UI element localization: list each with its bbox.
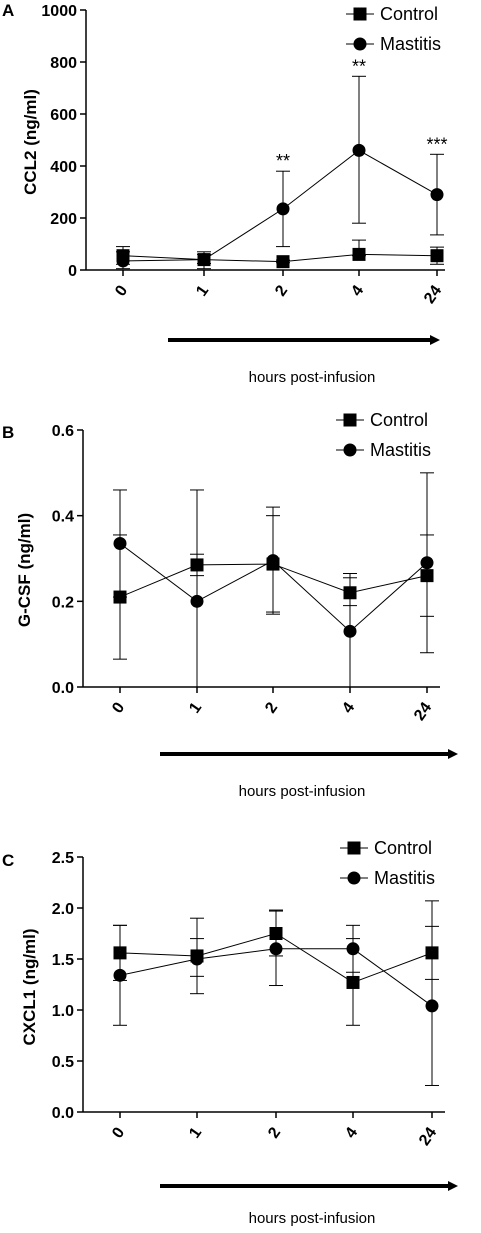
panel-a-x-tick-label: 4 <box>348 282 367 299</box>
panel-c-mastitis-point <box>346 942 360 956</box>
panel-a-x-tick-label: 0 <box>112 282 131 299</box>
panel-b-mastitis-point <box>113 537 127 551</box>
panel-c-control-legend-marker <box>347 841 361 855</box>
panel-a-x-axis-label: hours post-infusion <box>249 369 376 386</box>
panel-a-y-tick-label: 400 <box>50 159 77 176</box>
panel-a-y-tick-label: 200 <box>50 211 77 228</box>
panel-b-x-tick-label: 0 <box>109 699 128 716</box>
panel-c-y-axis-label: CXCL1 (ng/ml) <box>20 928 39 1045</box>
panel-a-control-legend-marker <box>353 7 367 21</box>
panel-c-x-tick-label: 4 <box>342 1124 361 1141</box>
panel-c-y-tick-label: 2.0 <box>52 901 74 918</box>
panel-c: C 0.00.51.01.52.02.50 1 2 4 24ControlMastiti… <box>2 838 458 1227</box>
panel-c-control-legend-label: Control <box>374 838 432 858</box>
panel-a-significance-marker: ** <box>276 151 290 171</box>
panel-b-mastitis-point <box>190 594 204 608</box>
panel-b-x-tick-label: 24 <box>411 699 435 723</box>
panel-c-x-tick-label: 1 <box>186 1124 205 1141</box>
panel-a-control-legend-label: Control <box>380 4 438 24</box>
panel-b-mastitis-point <box>343 624 357 638</box>
panel-b-y-axis-label: G-CSF (ng/ml) <box>15 513 34 627</box>
panel-c-letter: C <box>2 851 14 870</box>
panel-a-mastitis-point <box>197 253 211 267</box>
panel-c-mastitis-point <box>113 968 127 982</box>
panel-a-mastitis-legend-label: Mastitis <box>380 34 441 54</box>
panel-b-control-legend-label: Control <box>370 410 428 430</box>
panel-c-y-tick-label: 2.5 <box>52 850 74 867</box>
panel-c-x-tick-label: 2 <box>265 1124 284 1141</box>
panel-a-y-tick-label: 1000 <box>41 3 77 20</box>
panel-a-mastitis-point <box>352 143 366 157</box>
panel-b-x-tick-label: 1 <box>186 699 205 716</box>
panel-a-y-tick-label: 600 <box>50 107 77 124</box>
panel-c-mastitis-point <box>269 942 283 956</box>
panel-a-x-tick-label: 2 <box>272 282 291 299</box>
panel-c-mastitis-point <box>425 999 439 1013</box>
panel-b-x-tick-label: 2 <box>262 699 281 716</box>
panel-a-mastitis-point <box>430 188 444 202</box>
panel-b-mastitis-point <box>266 554 280 568</box>
panel-a-mastitis-point <box>116 254 130 268</box>
panel-a-control-point <box>276 255 290 269</box>
panel-b-mastitis-legend-label: Mastitis <box>370 440 431 460</box>
panel-a-mastitis-point <box>276 202 290 216</box>
panel-b-y-tick-label: 0.0 <box>52 680 74 697</box>
panel-b-mastitis-point <box>420 556 434 570</box>
panel-b-x-tick-label: 4 <box>339 699 358 716</box>
panel-a-letter: A <box>2 1 14 20</box>
panel-c-x-axis-label: hours post-infusion <box>249 1210 376 1227</box>
panel-b-y-tick-label: 0.6 <box>52 423 74 440</box>
panel-a-control-point <box>352 247 366 261</box>
panel-a-significance-marker: ** <box>352 56 366 76</box>
panel-c-x-tick-label: 0 <box>109 1124 128 1141</box>
panel-b-letter: B <box>2 423 14 442</box>
panel-c-control-point <box>346 975 360 989</box>
panel-a-x-tick-label: 24 <box>421 282 445 306</box>
panel-c-y-tick-label: 1.5 <box>52 952 74 969</box>
panel-c-mastitis-point <box>190 952 204 966</box>
panel-b-y-tick-label: 0.4 <box>52 509 74 526</box>
panel-a-y-axis-label: CCL2 (ng/ml) <box>21 89 40 195</box>
panel-b-control-legend-marker <box>343 413 357 427</box>
panel-b-x-axis-label: hours post-infusion <box>239 783 366 800</box>
panel-a-y-tick-label: 0 <box>68 263 77 280</box>
panel-a-y-tick-label: 800 <box>50 55 77 72</box>
panel-a-mastitis-legend-marker <box>353 37 367 51</box>
panel-a-control-point <box>430 249 444 263</box>
panel-c-y-tick-label: 1.0 <box>52 1003 74 1020</box>
panel-c-y-tick-label: 0.5 <box>52 1054 74 1071</box>
panel-a-x-tick-label: 1 <box>193 282 212 299</box>
panel-b-y-tick-label: 0.2 <box>52 594 74 611</box>
panel-c-x-tick-label: 24 <box>416 1124 440 1148</box>
panel-c-mastitis-legend-label: Mastitis <box>374 868 435 888</box>
panel-c-mastitis-legend-marker <box>347 871 361 885</box>
panel-b-mastitis-legend-marker <box>343 443 357 457</box>
panel-a-significance-marker: *** <box>426 134 447 154</box>
panel-c-y-tick-label: 0.0 <box>52 1105 74 1122</box>
